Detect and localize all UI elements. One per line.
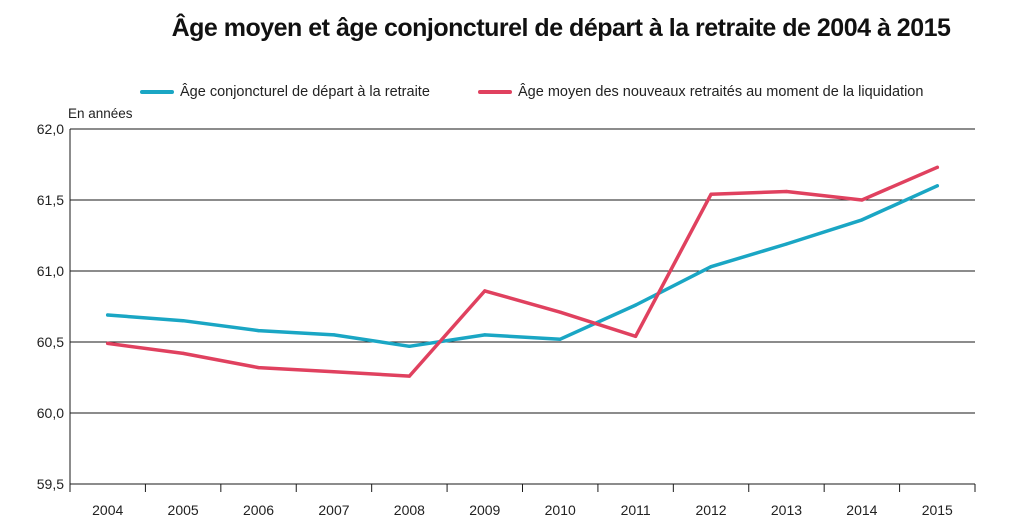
legend-swatch-conjoncturel [140,90,174,94]
x-tick-label: 2010 [545,502,576,518]
x-tick-label: 2014 [846,502,877,518]
x-tick-label: 2006 [243,502,274,518]
legend: Âge conjoncturel de départ à la retraite… [0,84,1022,108]
legend-label-moyen: Âge moyen des nouveaux retraités au mome… [518,84,924,100]
data-point [256,365,261,370]
x-tick-label: 2011 [621,502,651,518]
data-point [181,351,185,355]
data-point [709,192,713,196]
legend-item-moyen: Âge moyen des nouveaux retraités au mome… [478,84,923,100]
chart-title: Âge moyen et âge conjoncturel de départ … [171,14,951,42]
x-tick-label: 2012 [695,502,726,518]
y-axis-unit-label: En années [68,106,133,121]
legend-swatch-moyen [478,90,512,94]
y-tick-label: 60,5 [37,334,64,350]
x-tick-label: 2009 [469,502,500,518]
data-point [860,218,864,222]
data-point [256,329,261,333]
data-point [181,319,185,323]
legend-label-conjoncturel: Âge conjoncturel de départ à la retraite [180,84,430,100]
x-tick-label: 2013 [771,502,802,518]
data-point [935,165,939,169]
y-tick-label: 62,0 [37,121,64,137]
data-point [709,265,713,269]
data-point [106,341,110,346]
data-point [483,333,487,337]
series-line-moyen [105,165,940,378]
data-point [106,313,110,317]
data-point [332,370,336,374]
data-point [935,184,939,188]
x-tick-label: 2004 [92,502,123,518]
data-point [784,189,789,194]
x-tick-label: 2008 [394,502,425,518]
data-point [407,344,411,348]
data-point [634,334,638,338]
data-point [558,310,562,314]
data-point [407,374,411,378]
data-point [558,337,562,341]
data-point [784,242,789,246]
legend-item-conjoncturel: Âge conjoncturel de départ à la retraite [140,84,430,100]
x-tick-label: 2007 [318,502,349,518]
data-point [332,333,336,337]
y-tick-label: 61,5 [37,192,64,208]
data-point [860,198,864,202]
x-tick-label: 2015 [922,502,953,518]
series-line-conjoncturel [105,184,940,349]
y-tick-label: 60,0 [37,405,64,421]
data-point [483,289,487,293]
x-tick-label: 2005 [168,502,199,518]
data-point [634,303,638,307]
y-tick-label: 61,0 [37,263,64,279]
y-tick-label: 59,5 [37,476,64,492]
